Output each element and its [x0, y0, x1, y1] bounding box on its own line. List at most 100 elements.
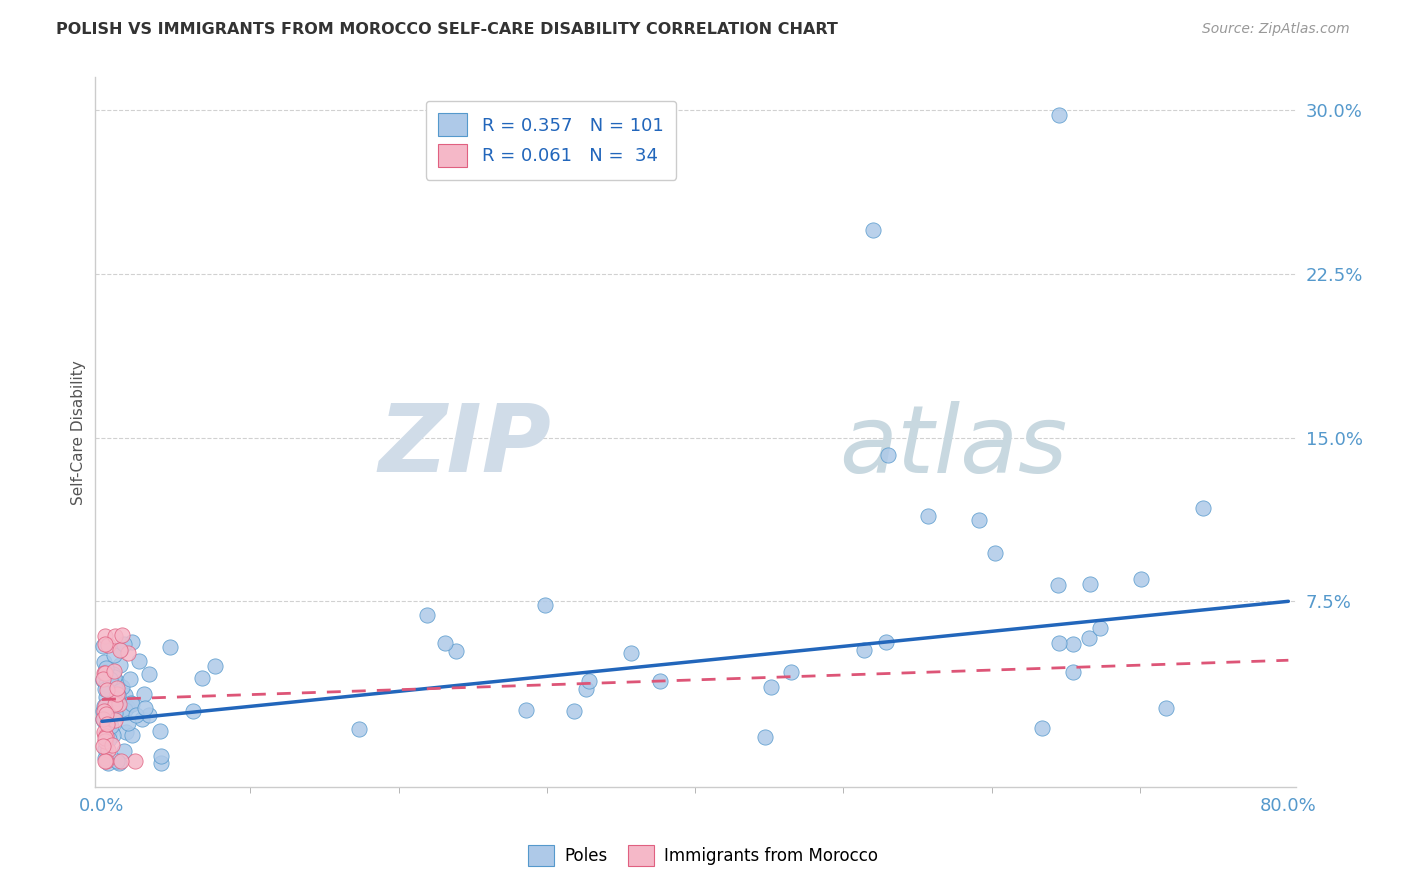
- Point: [104, 698, 127, 712]
- Point: [93, 714, 115, 728]
- Point: [124, 754, 146, 768]
- Point: [96, 729, 118, 743]
- Point: [124, 708, 146, 723]
- Point: [103, 670, 125, 684]
- Point: [444, 644, 467, 658]
- Point: [1031, 721, 1053, 735]
- Point: [94, 629, 117, 643]
- Point: [93, 712, 115, 726]
- Point: [93, 712, 115, 726]
- Point: [620, 647, 643, 661]
- Point: [112, 637, 135, 651]
- Point: [93, 665, 115, 680]
- Point: [121, 697, 143, 711]
- Point: [97, 732, 120, 747]
- Point: [105, 688, 128, 702]
- Point: [852, 642, 875, 657]
- Point: [875, 635, 897, 649]
- Point: [93, 728, 115, 742]
- Point: [877, 448, 900, 462]
- Point: [121, 635, 143, 649]
- Point: [111, 628, 134, 642]
- Point: [149, 724, 172, 739]
- Point: [93, 731, 115, 746]
- Point: [138, 708, 160, 723]
- Point: [103, 728, 125, 742]
- Point: [648, 674, 671, 689]
- Point: [1130, 573, 1153, 587]
- Point: [94, 665, 117, 679]
- Point: [94, 637, 117, 651]
- Point: [93, 698, 115, 713]
- Point: [132, 687, 155, 701]
- Point: [107, 756, 129, 770]
- Point: [134, 701, 156, 715]
- Text: ZIP: ZIP: [378, 401, 551, 492]
- Point: [93, 672, 115, 686]
- Point: [94, 750, 117, 764]
- Point: [96, 707, 118, 722]
- Point: [100, 719, 122, 733]
- Point: [93, 725, 115, 739]
- Point: [433, 636, 456, 650]
- Point: [347, 722, 370, 736]
- Point: [111, 681, 134, 695]
- Point: [105, 754, 128, 768]
- Point: [114, 688, 136, 702]
- Point: [97, 682, 120, 697]
- Point: [534, 598, 557, 612]
- Point: [1062, 637, 1084, 651]
- Point: [138, 666, 160, 681]
- Point: [159, 640, 181, 655]
- Point: [103, 648, 125, 662]
- Legend: Poles, Immigrants from Morocco: Poles, Immigrants from Morocco: [519, 837, 887, 875]
- Point: [1154, 701, 1177, 715]
- Point: [578, 673, 600, 688]
- Point: [104, 681, 127, 696]
- Point: [101, 686, 124, 700]
- Point: [93, 739, 115, 753]
- Text: POLISH VS IMMIGRANTS FROM MOROCCO SELF-CARE DISABILITY CORRELATION CHART: POLISH VS IMMIGRANTS FROM MOROCCO SELF-C…: [56, 22, 838, 37]
- Point: [128, 655, 150, 669]
- Text: atlas: atlas: [839, 401, 1067, 491]
- Point: [98, 727, 121, 741]
- Point: [97, 638, 120, 652]
- Point: [114, 703, 136, 717]
- Point: [110, 754, 132, 768]
- Point: [93, 704, 115, 718]
- Point: [150, 749, 173, 764]
- Point: [110, 694, 132, 708]
- Y-axis label: Self-Care Disability: Self-Care Disability: [72, 359, 86, 505]
- Point: [97, 743, 120, 757]
- Point: [1191, 501, 1213, 516]
- Text: Source: ZipAtlas.com: Source: ZipAtlas.com: [1202, 22, 1350, 37]
- Point: [117, 646, 139, 660]
- Point: [104, 629, 127, 643]
- Point: [780, 665, 803, 680]
- Point: [93, 673, 115, 687]
- Point: [93, 656, 115, 670]
- Point: [107, 692, 129, 706]
- Point: [96, 717, 118, 731]
- Point: [115, 700, 138, 714]
- Point: [761, 680, 783, 694]
- Point: [100, 672, 122, 686]
- Point: [97, 756, 120, 770]
- Point: [104, 706, 127, 721]
- Point: [93, 639, 115, 653]
- Point: [96, 704, 118, 718]
- Point: [115, 725, 138, 739]
- Point: [96, 677, 118, 691]
- Point: [108, 697, 131, 711]
- Point: [93, 704, 115, 718]
- Point: [1088, 621, 1111, 635]
- Point: [94, 742, 117, 756]
- Point: [96, 682, 118, 697]
- Point: [120, 696, 142, 710]
- Point: [150, 756, 173, 770]
- Point: [917, 509, 939, 524]
- Point: [1046, 578, 1069, 592]
- Point: [114, 701, 136, 715]
- Point: [105, 681, 128, 695]
- Legend: R = 0.357   N = 101, R = 0.061   N =  34: R = 0.357 N = 101, R = 0.061 N = 34: [426, 101, 676, 179]
